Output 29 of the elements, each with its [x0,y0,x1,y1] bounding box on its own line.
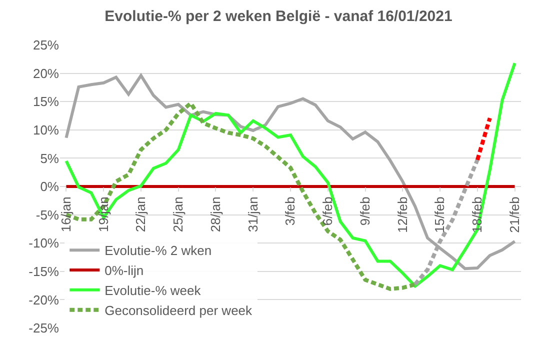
legend-label: 0%-lijn [104,263,144,278]
y-tick-label: 15% [32,94,60,110]
x-tick-label: 28/jan [208,196,223,232]
y-tick-label: 10% [32,122,60,138]
x-tick-label: 12/feb [394,196,410,233]
x-tick-label: 18/feb [470,196,485,233]
x-tick-label: 22/jan [133,196,148,232]
legend-label: Evolutie-% week [104,282,202,298]
y-tick-label: -20% [28,292,60,308]
x-tick-label: 25/jan [170,196,186,232]
y-tick-label: -15% [28,264,60,279]
legend-label: Geconsolideerd per week [104,302,253,318]
y-tick-label: -5% [36,207,60,222]
y-tick-label: -25% [28,320,60,336]
x-tick-label: 31/jan [245,196,260,232]
chart-title: Evolutie-% per 2 weken België - vanaf 16/01/2021 [104,8,452,25]
x-tick-label: 6/feb [320,196,336,226]
x-tick-label: 3/feb [282,196,298,226]
y-tick-label: 25% [32,38,60,53]
y-tick-label: -10% [28,236,60,251]
legend-label: Evolutie-% 2 wken [104,243,212,258]
x-tick-label: 15/feb [432,196,448,233]
y-tick-label: 0% [40,179,60,194]
x-tick-label: 9/feb [357,196,372,226]
y-tick-label: 20% [32,66,60,81]
y-tick-label: 5% [40,150,60,166]
x-tick-label: 19/jan [96,196,111,232]
x-tick-label: 21/feb [506,196,522,233]
x-tick-label: 16/jan [58,196,74,232]
